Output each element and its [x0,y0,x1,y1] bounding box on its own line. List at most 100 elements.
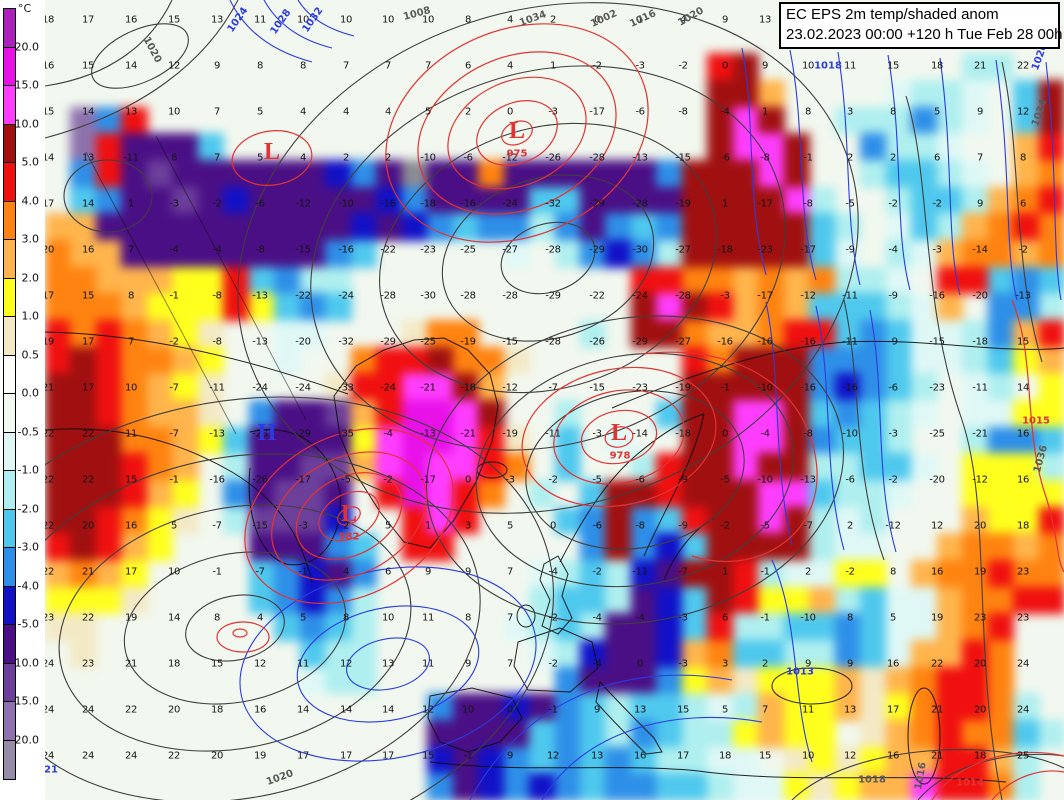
anomaly-cell [45,373,72,401]
anomaly-cell [783,320,811,348]
temperature-value: 2 [384,152,392,164]
temperature-value: -15 [929,336,945,348]
anomaly-cell [987,53,1015,81]
temperature-value: 15 [886,60,900,72]
anomaly-cell [707,373,734,401]
anomaly-cell [707,293,734,321]
temperature-value: -1 [760,612,770,624]
anomaly-cell [325,213,352,241]
anomaly-cell [1013,106,1040,135]
anomaly-cell [274,240,301,268]
anomaly-cell [1013,240,1040,268]
temperature-value: 15 [124,474,138,486]
temperature-value: -4 [760,428,770,440]
temperature-value: 22 [81,428,95,440]
anomaly-cell [962,80,989,108]
anomaly-cell [554,240,581,268]
anomaly-cell [1013,160,1040,188]
temperature-value: 9 [721,14,729,26]
temperature-value: 17 [676,750,690,762]
anomaly-cell [783,186,811,215]
temperature-value: 1 [549,60,557,72]
temperature-value: -26 [589,336,605,348]
temperature-value: -9 [678,520,688,532]
temperature-value: 22 [1016,60,1030,72]
colorbar-unit-label: °C [18,2,32,15]
temperature-value: 14 [381,704,395,716]
anomaly-cell [70,186,97,215]
temperature-value: -18 [675,428,691,440]
temperature-value: -28 [675,290,691,302]
temperature-value: -6 [845,474,855,486]
temperature-value: -10 [757,474,773,486]
anomaly-cell [962,160,989,188]
temperature-value: 20 [210,750,224,762]
temperature-value: 9 [506,750,514,762]
temperature-value: 10 [167,106,181,118]
high-pressure-center: H [257,420,277,446]
temperature-value: -17 [757,290,773,302]
anomaly-cell [121,160,148,188]
temperature-value: -24 [252,382,268,394]
anomaly-cell [707,266,734,295]
anomaly-cell [95,213,123,241]
anomaly-cell [732,293,760,321]
temperature-value: 4 [256,612,264,624]
temperature-value: -4 [635,612,645,624]
anomaly-cell [962,186,989,215]
temperature-value: -7 [255,566,265,578]
anomaly-cell [248,240,276,268]
anomaly-cell [427,160,454,188]
temperature-value: 0 [721,428,729,440]
temperature-value: -13 [252,336,268,348]
anomaly-cell [656,240,683,268]
temperature-value: 0 [549,520,557,532]
anomaly-cell [70,266,97,295]
temperature-value: 9 [424,566,432,578]
temperature-value: 13 [124,106,138,118]
anomaly-cell [274,213,301,241]
temperature-value: -12 [972,474,988,486]
temperature-value: -21 [460,428,476,440]
temperature-value: 14 [81,198,95,210]
temperature-value: 16 [124,520,138,532]
temperature-value: -10 [800,612,816,624]
temperature-value: 22 [81,612,95,624]
temperature-value: -10 [757,382,773,394]
temperature-value: -29 [380,336,396,348]
temperature-value: -2 [548,612,558,624]
temperature-value: -12 [295,198,311,210]
temperature-value: -29 [545,290,561,302]
temperature-value: 4 [299,152,307,164]
anomaly-cell [503,240,531,268]
colorbar-tick-label: 3.0 [21,232,40,246]
anomaly-cell [962,373,989,401]
temperature-value: 8 [804,106,812,118]
anomaly-cell [197,186,225,215]
temperature-value: -23 [420,244,436,256]
temperature-value: -11 [545,428,561,440]
temperature-value: -10 [842,428,858,440]
anomaly-cell [299,213,327,241]
temperature-value: 18 [930,60,944,72]
temperature-value: -5 [845,198,855,210]
temperature-value: -2 [548,474,558,486]
temperature-value: -19 [675,382,691,394]
temperature-value: 8 [889,566,897,578]
temperature-value: -29 [589,198,605,210]
temperature-value: 7 [127,336,135,348]
temperature-value: 18 [718,750,732,762]
temperature-value: -19 [502,428,518,440]
anomaly-cell [681,346,709,375]
anomaly-cell [1038,80,1064,108]
temperature-value: -23 [929,382,945,394]
temperature-value: 22 [167,750,181,762]
temperature-value: -28 [545,336,561,348]
temperature-value: 11 [253,14,267,26]
temperature-value: -9 [845,244,855,256]
temperature-value: 5 [170,520,178,532]
anomaly-cell [936,106,964,135]
anomaly-cell [860,346,887,375]
contour-label: 1013 [786,666,814,678]
